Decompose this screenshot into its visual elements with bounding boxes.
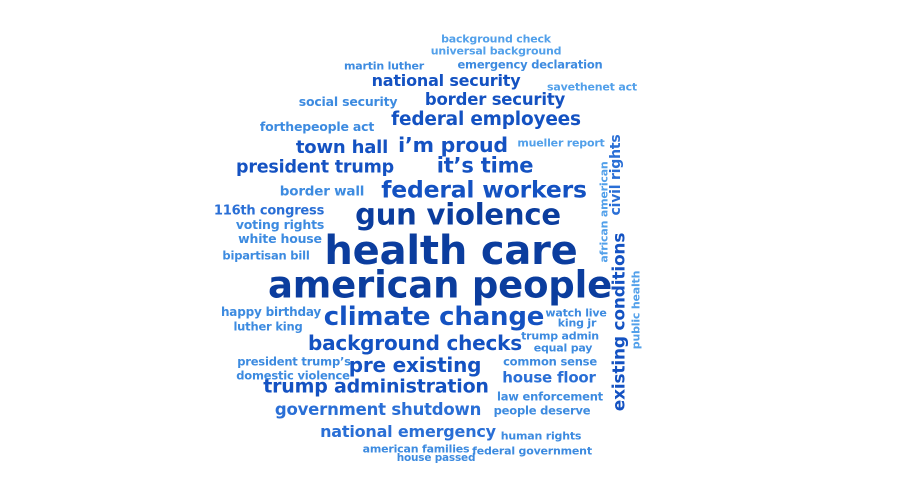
- word: background checks: [308, 331, 522, 355]
- word: trump administration: [263, 375, 489, 398]
- word: president trump’s: [237, 354, 351, 369]
- word: town hall: [295, 137, 389, 158]
- word: public health: [629, 270, 643, 350]
- word: forthepeople act: [259, 118, 375, 134]
- word: people deserve: [493, 403, 591, 418]
- word: federal government: [472, 444, 592, 458]
- word: national security: [371, 71, 521, 90]
- word: white house: [238, 230, 322, 246]
- word: background check: [441, 32, 551, 46]
- word: watch live: [545, 306, 607, 320]
- word: border security: [424, 89, 566, 109]
- word: house floor: [502, 368, 596, 387]
- word: universal background: [430, 44, 562, 58]
- word: it’s time: [436, 153, 534, 178]
- word: health care: [324, 228, 578, 274]
- word: house passed: [396, 451, 476, 464]
- word: existing conditions: [609, 232, 630, 412]
- word: african american: [597, 161, 611, 263]
- word: trump admin: [521, 329, 599, 343]
- word: king jr: [557, 316, 597, 330]
- word: border wall: [279, 183, 365, 200]
- word: climate change: [323, 302, 545, 332]
- word: federal employees: [391, 108, 581, 130]
- word: domestic violence: [236, 368, 350, 383]
- word: law enforcement: [497, 389, 603, 404]
- word: voting rights: [235, 216, 325, 232]
- word: american people: [268, 263, 612, 307]
- word: american families: [362, 442, 470, 456]
- word: government shutdown: [274, 399, 482, 419]
- word: bipartisan bill: [222, 248, 310, 263]
- word: president trump: [236, 157, 394, 178]
- word: common sense: [503, 354, 597, 369]
- word: emergency declaration: [457, 57, 603, 72]
- word: national emergency: [320, 422, 496, 441]
- word: i’m proud: [398, 132, 508, 157]
- word: social security: [298, 93, 398, 109]
- word: gun violence: [355, 197, 561, 232]
- word: happy birthday: [220, 305, 322, 319]
- word: 116th congress: [213, 203, 325, 219]
- word: luther king: [233, 319, 303, 334]
- word: civil rights: [608, 134, 624, 216]
- word: mueller report: [517, 136, 605, 150]
- word: federal workers: [381, 175, 587, 204]
- word: savethenet act: [547, 80, 637, 94]
- word: martin luther: [344, 59, 424, 73]
- word: pre existing: [348, 353, 482, 377]
- word: human rights: [500, 429, 582, 443]
- word: equal pay: [533, 341, 593, 355]
